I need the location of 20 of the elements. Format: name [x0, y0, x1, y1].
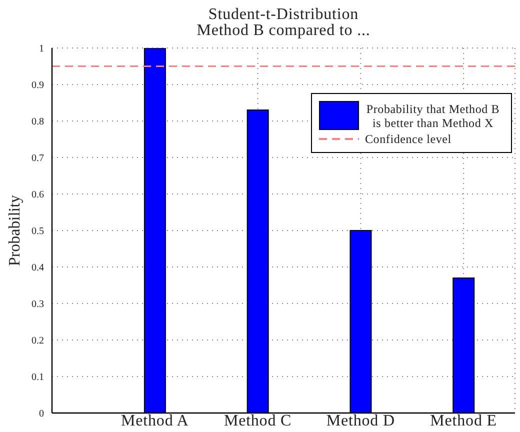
- legend-label: Confidence level: [365, 132, 452, 146]
- x-tick-label: Method A: [121, 412, 189, 430]
- chart-title: Student-t-Distribution: [207, 6, 360, 23]
- y-tick-label: 0.3: [32, 299, 44, 310]
- y-tick-label: 0.1: [32, 372, 44, 384]
- y-tick-label: 0: [39, 408, 44, 420]
- y-tick-label: 0.8: [32, 116, 44, 128]
- y-tick-label: 0.6: [32, 190, 44, 201]
- y-tick-label: 0.2: [32, 336, 44, 347]
- legend-label: Probability that Method B is better than Method X: [365, 102, 501, 130]
- y-tick-label: 0.5: [32, 226, 44, 238]
- x-tick-label: Method E: [430, 412, 497, 430]
- y-tick-label: 0.9: [32, 80, 44, 92]
- y-tick-label: 1: [39, 44, 44, 55]
- y-tick-label: 0.7: [32, 153, 44, 164]
- x-tick-label: Method C: [224, 412, 292, 430]
- y-axis-title: Probability: [6, 194, 24, 266]
- chart-subtitle: Method B compared to ...: [196, 22, 372, 39]
- y-tick-label: 0.4: [32, 262, 44, 274]
- x-tick-label: Method D: [326, 412, 395, 430]
